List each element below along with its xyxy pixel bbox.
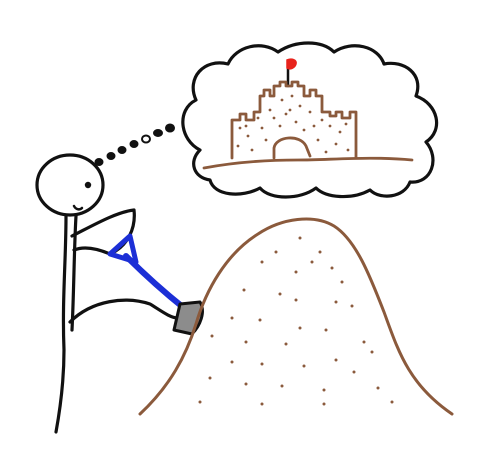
figure-body (54, 214, 68, 434)
thought-dot (141, 134, 151, 144)
figure-body-right (70, 214, 78, 332)
flag-icon (286, 58, 297, 88)
thought-dot (165, 123, 175, 133)
thought-dot (129, 140, 139, 148)
thought-dot (117, 146, 127, 154)
figure-arm-upper (70, 208, 136, 256)
sand-pile-texture (198, 236, 394, 406)
castle-outline (230, 80, 358, 160)
thought-dot (153, 129, 163, 137)
thought-bubble-icon (94, 41, 439, 199)
figure-head (35, 153, 105, 217)
shovel-grip (107, 233, 139, 265)
thought-dot (106, 152, 116, 160)
figure-arm-lower (68, 298, 180, 324)
shovel-shaft (123, 253, 187, 311)
sand-pile-icon (138, 217, 454, 416)
stick-figure-icon (35, 153, 180, 434)
figure-mouth (72, 204, 84, 211)
thought-dot (94, 158, 104, 166)
flag-cloth (286, 58, 297, 70)
sandcastle-icon (202, 58, 414, 170)
shovel-icon (107, 233, 204, 336)
thought-cloud-outline (181, 41, 439, 199)
castle-ground (202, 156, 414, 170)
sand-pile-outline (138, 217, 454, 416)
castle-texture (236, 94, 350, 154)
castle-gate (272, 136, 312, 160)
figure-eye (84, 181, 92, 189)
thought-trail (94, 123, 175, 166)
